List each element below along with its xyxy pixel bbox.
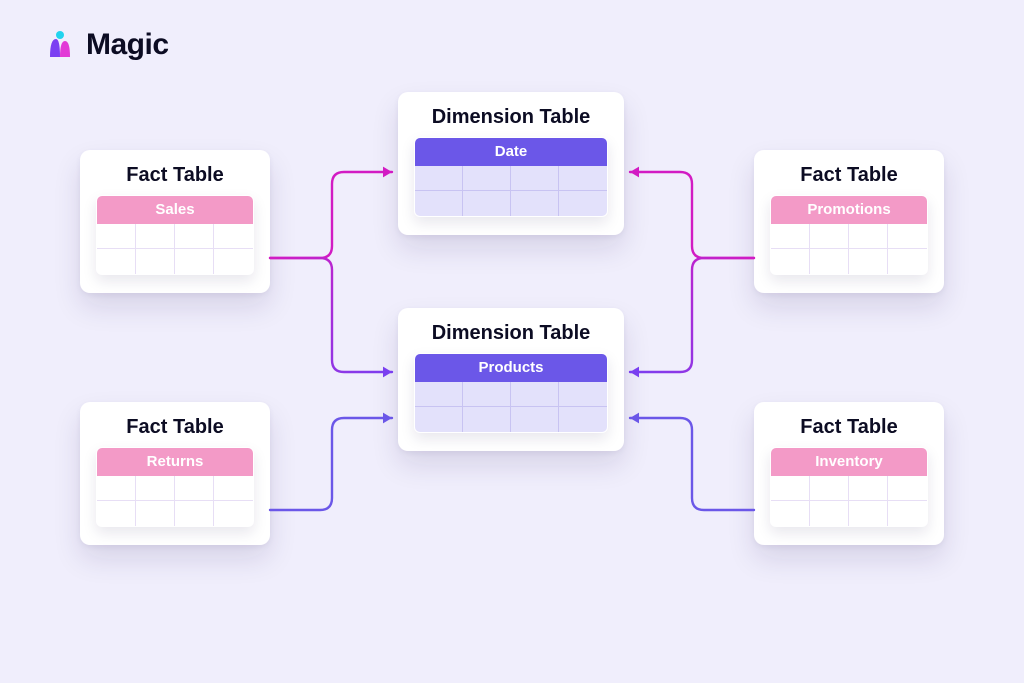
mini-table: Inventory bbox=[770, 447, 928, 527]
mini-table: Returns bbox=[96, 447, 254, 527]
mini-table-cell bbox=[511, 407, 559, 432]
mini-table-cell bbox=[849, 476, 888, 501]
mini-table-cell bbox=[136, 501, 175, 526]
mini-table-cell bbox=[888, 501, 927, 526]
fact-table-card-returns: Fact Table Returns bbox=[80, 402, 270, 545]
mini-table-header: Returns bbox=[97, 448, 253, 476]
mini-table-cell bbox=[771, 501, 810, 526]
mini-table-cell bbox=[214, 224, 253, 249]
mini-table-cell bbox=[415, 191, 463, 216]
mini-table-cell bbox=[214, 249, 253, 274]
mini-table-cell bbox=[771, 476, 810, 501]
mini-table-grid bbox=[415, 382, 607, 432]
fact-table-card-inventory: Fact Table Inventory bbox=[754, 402, 944, 545]
mini-table-grid bbox=[97, 224, 253, 274]
mini-table-cell bbox=[214, 476, 253, 501]
mini-table-cell bbox=[810, 249, 849, 274]
edge-arrow-sales-products bbox=[383, 367, 392, 378]
brand-logo: Magic bbox=[44, 28, 169, 62]
mini-table-grid bbox=[771, 476, 927, 526]
mini-table-cell bbox=[415, 166, 463, 191]
mini-table-header: Sales bbox=[97, 196, 253, 224]
mini-table-cell bbox=[810, 224, 849, 249]
mini-table-cell bbox=[511, 166, 559, 191]
mini-table-grid bbox=[97, 476, 253, 526]
card-title: Fact Table bbox=[770, 164, 928, 187]
mini-table-cell bbox=[559, 382, 607, 407]
mini-table-cell bbox=[463, 191, 511, 216]
edge-arrow-promotions-products bbox=[630, 367, 639, 378]
mini-table-cell bbox=[559, 407, 607, 432]
mini-table-cell bbox=[463, 382, 511, 407]
mini-table-cell bbox=[849, 249, 888, 274]
mini-table-cell bbox=[888, 224, 927, 249]
mini-table-grid bbox=[415, 166, 607, 216]
edge-promotions-products bbox=[630, 258, 754, 372]
mini-table-cell bbox=[511, 382, 559, 407]
mini-table-cell bbox=[415, 407, 463, 432]
mini-table-cell bbox=[136, 224, 175, 249]
edge-arrow-inventory-products bbox=[630, 413, 639, 424]
mini-table: Date bbox=[414, 137, 608, 217]
mini-table-cell bbox=[559, 191, 607, 216]
mini-table-cell bbox=[97, 476, 136, 501]
card-title: Fact Table bbox=[96, 416, 254, 439]
fact-table-card-promotions: Fact Table Promotions bbox=[754, 150, 944, 293]
mini-table-cell bbox=[463, 407, 511, 432]
mini-table-header: Promotions bbox=[771, 196, 927, 224]
card-title: Fact Table bbox=[770, 416, 928, 439]
edge-sales-products bbox=[270, 258, 392, 372]
mini-table-cell bbox=[771, 224, 810, 249]
mini-table-cell bbox=[849, 501, 888, 526]
dim-table-card-date: Dimension Table Date bbox=[398, 92, 624, 235]
edge-arrow-sales-date bbox=[383, 167, 392, 178]
mini-table-cell bbox=[97, 501, 136, 526]
mini-table-cell bbox=[97, 224, 136, 249]
edge-promotions-date bbox=[630, 172, 754, 258]
fact-table-card-sales: Fact Table Sales bbox=[80, 150, 270, 293]
mini-table-cell bbox=[175, 476, 214, 501]
mini-table-cell bbox=[888, 249, 927, 274]
mini-table-cell bbox=[214, 501, 253, 526]
edge-arrow-promotions-date bbox=[630, 167, 639, 178]
mini-table-header: Inventory bbox=[771, 448, 927, 476]
mini-table-cell bbox=[559, 166, 607, 191]
mini-table: Sales bbox=[96, 195, 254, 275]
mini-table-cell bbox=[415, 382, 463, 407]
mini-table-cell bbox=[888, 476, 927, 501]
edge-returns-products bbox=[270, 418, 392, 510]
mini-table-cell bbox=[97, 249, 136, 274]
mini-table-cell bbox=[175, 224, 214, 249]
dim-table-card-products: Dimension Table Products bbox=[398, 308, 624, 451]
edge-sales-date bbox=[270, 172, 392, 258]
card-title: Dimension Table bbox=[414, 106, 608, 129]
mini-table: Promotions bbox=[770, 195, 928, 275]
mini-table-cell bbox=[810, 501, 849, 526]
mini-table-cell bbox=[175, 501, 214, 526]
mini-table-header: Products bbox=[415, 354, 607, 382]
mini-table-cell bbox=[810, 476, 849, 501]
mini-table-cell bbox=[511, 191, 559, 216]
mini-table-cell bbox=[463, 166, 511, 191]
mini-table-cell bbox=[849, 224, 888, 249]
mini-table-cell bbox=[175, 249, 214, 274]
brand-name: Magic bbox=[86, 28, 169, 62]
mini-table-grid bbox=[771, 224, 927, 274]
mini-table-cell bbox=[136, 476, 175, 501]
edge-inventory-products bbox=[630, 418, 754, 510]
mini-table: Products bbox=[414, 353, 608, 433]
mini-table-cell bbox=[136, 249, 175, 274]
mini-table-cell bbox=[771, 249, 810, 274]
mini-table-header: Date bbox=[415, 138, 607, 166]
card-title: Dimension Table bbox=[414, 322, 608, 345]
brand-logo-icon bbox=[44, 29, 76, 61]
edge-arrow-returns-products bbox=[383, 413, 392, 424]
diagram-canvas: MagicFact TableSalesFact TableReturnsFac… bbox=[0, 0, 1024, 683]
card-title: Fact Table bbox=[96, 164, 254, 187]
